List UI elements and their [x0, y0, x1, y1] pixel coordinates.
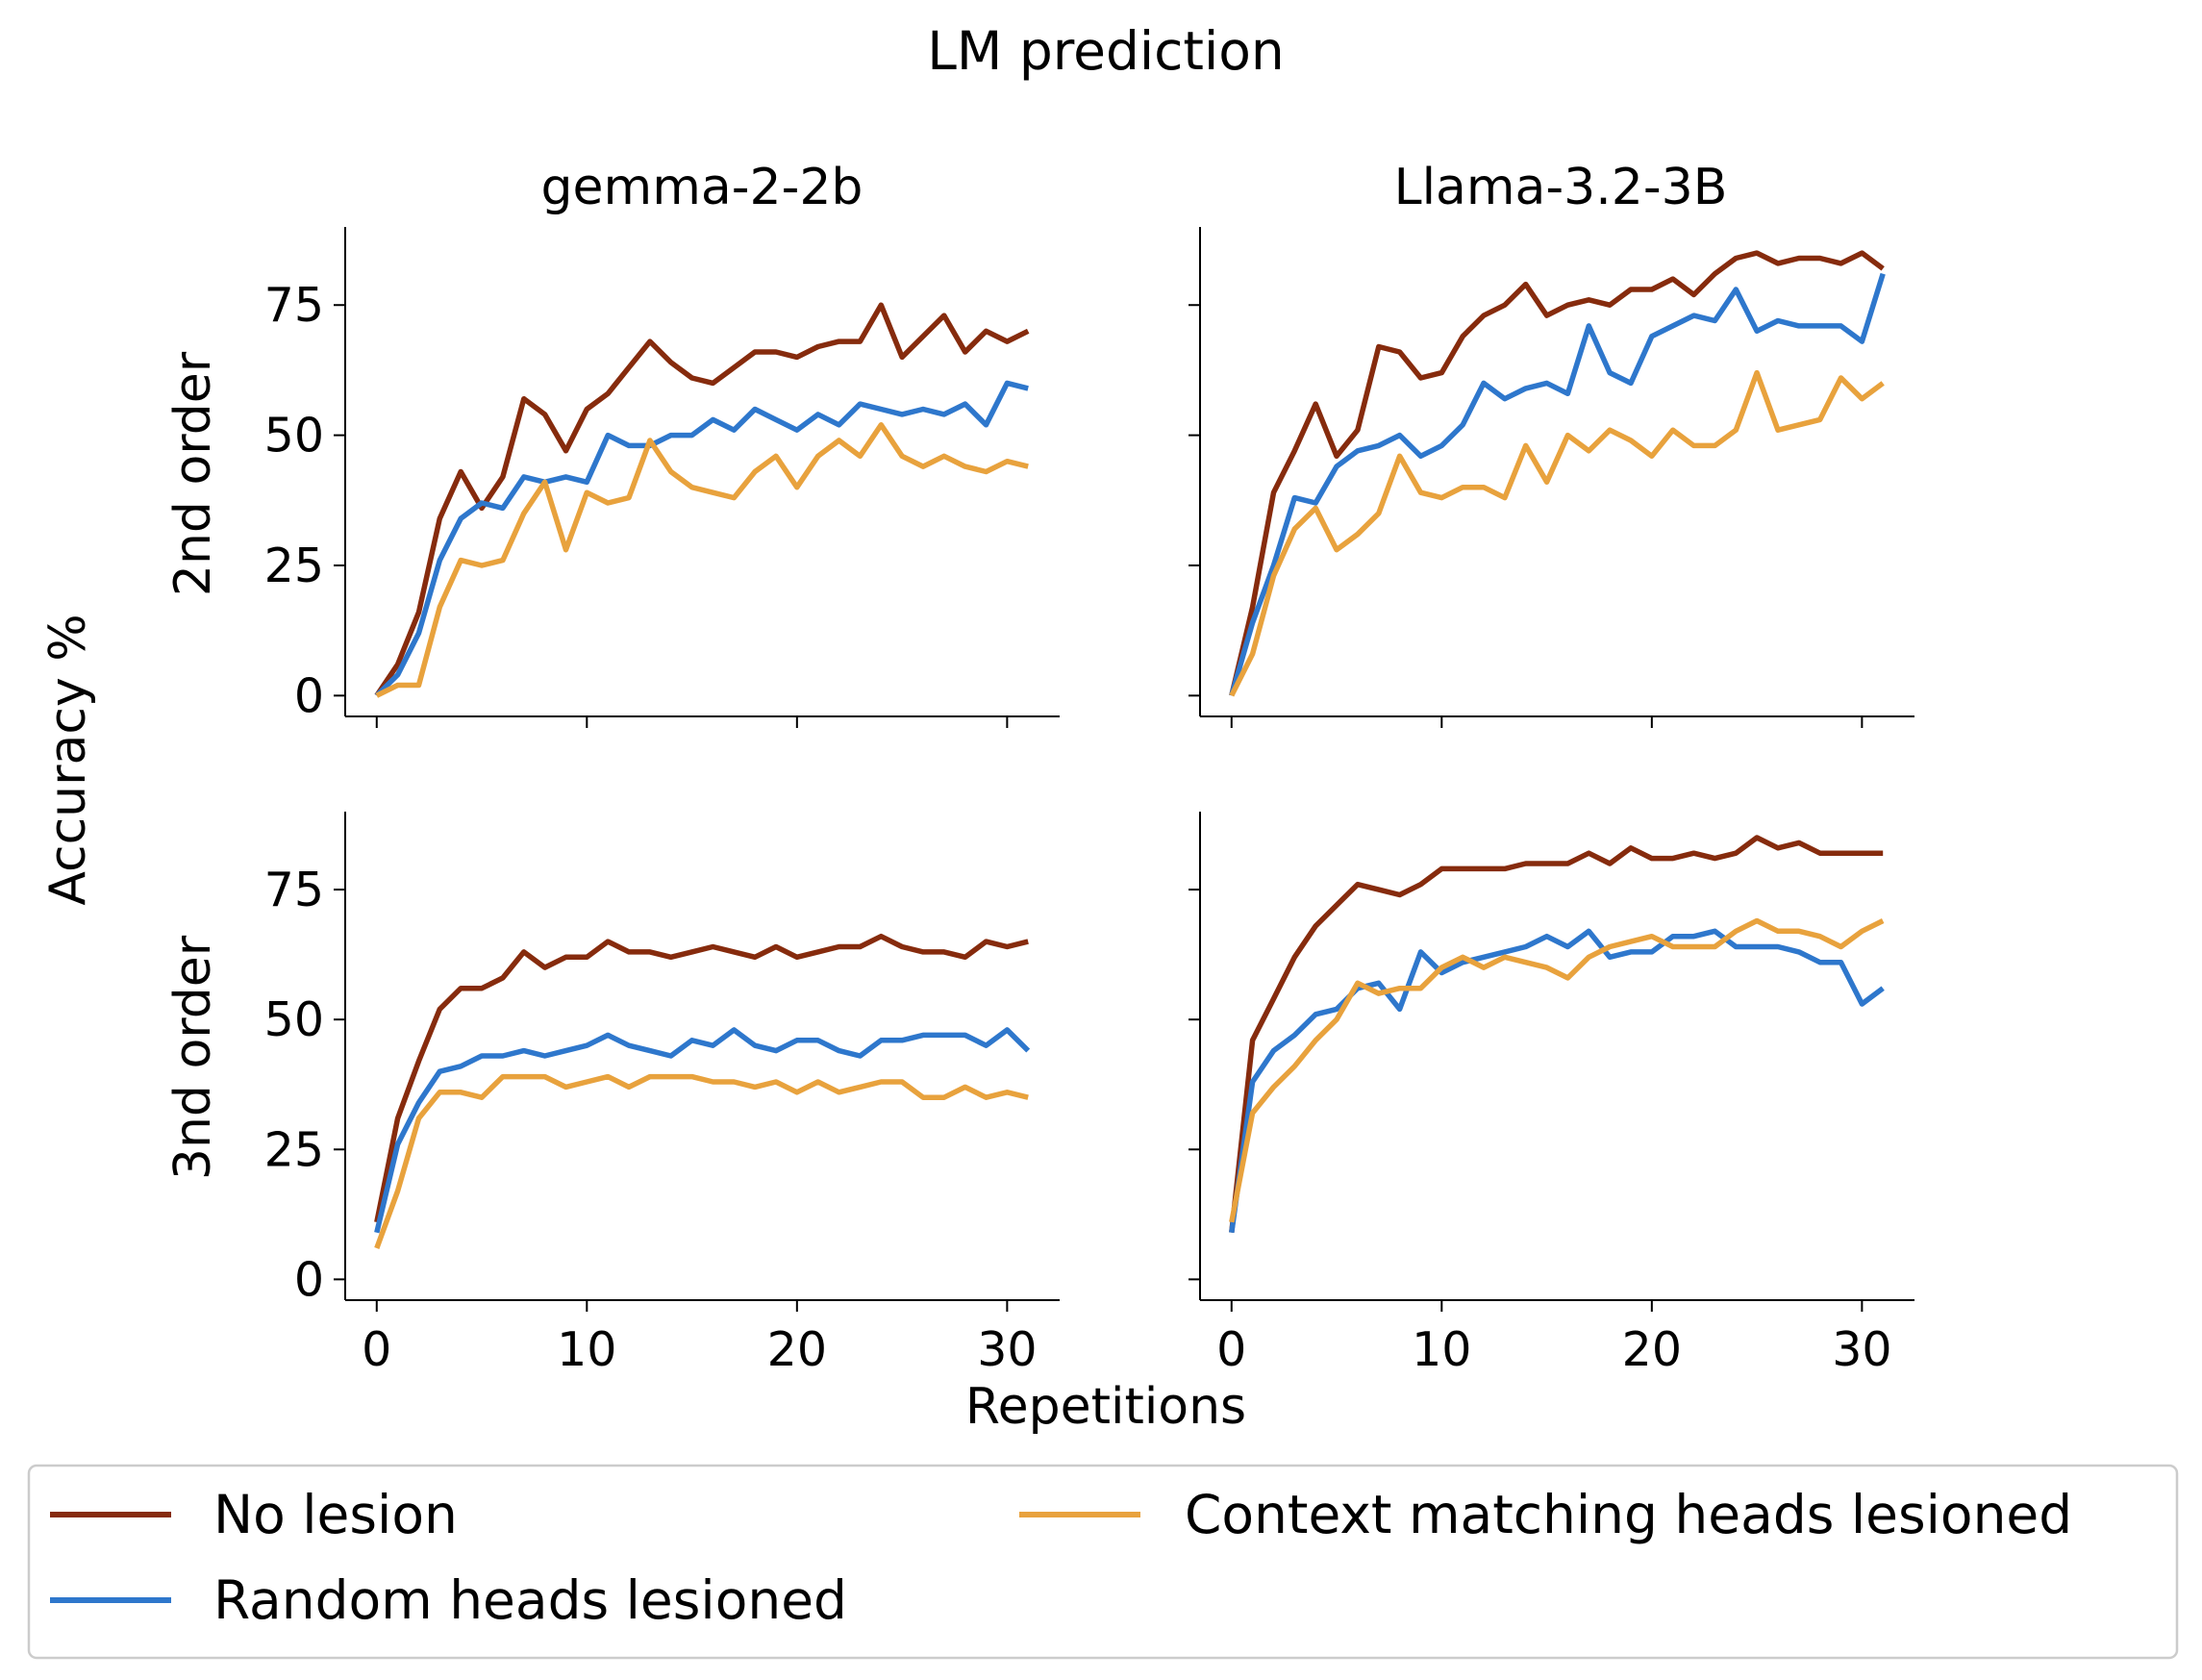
series-line-no-lesion: [1229, 835, 1884, 1233]
x-tick-label: 30: [977, 1322, 1037, 1377]
series-line-no-lesion: [1229, 250, 1885, 696]
panel-llama-3-2-3b-3nd-order: 0 10 20 30: [1189, 812, 1914, 1377]
legend-box: [27, 1464, 2179, 1660]
column-title-gemma: gemma-2-2b: [541, 159, 863, 216]
figure-title: LM prediction: [927, 20, 1285, 82]
legend-label-context: Context matching heads lesioned: [1185, 1484, 2072, 1545]
x-tick-label: 0: [362, 1322, 391, 1377]
series-line-context: [1229, 917, 1885, 1223]
panel-gemma-2-2b-2nd-order: 0 25 50 75: [264, 227, 1060, 728]
legend: No lesion Random heads lesioned Context …: [27, 1464, 2179, 1660]
series-line-random: [374, 1027, 1031, 1234]
x-tick-label: 10: [557, 1322, 616, 1377]
panel-llama-3-2-3b-2nd-order: [1189, 227, 1914, 728]
y-tick-label: 25: [264, 1122, 324, 1177]
y-tick-label: 25: [264, 539, 324, 593]
legend-label-no-lesion: No lesion: [213, 1484, 458, 1545]
x-tick-label: 10: [1412, 1322, 1471, 1377]
row-label-2nd-order: 2nd order: [164, 351, 222, 596]
y-tick-label: 75: [264, 278, 324, 333]
x-tick-label: 20: [1622, 1322, 1682, 1377]
panel-gemma-2-2b-3nd-order: 0 25 50 75 0 10 20 30: [264, 812, 1060, 1377]
series-line-random: [374, 380, 1029, 698]
y-tick-label: 50: [264, 409, 324, 464]
series-line-context: [374, 1073, 1029, 1249]
series-line-context: [375, 422, 1029, 698]
y-axis-label: Accuracy %: [39, 614, 97, 905]
y-tick-label: 0: [294, 1252, 324, 1307]
series-line-context: [1229, 369, 1885, 697]
panels: 0 25 50 75 0 25 50 75 0 10 20 30 0 10 20 30: [264, 227, 1914, 1377]
series-line-random: [1229, 928, 1885, 1234]
x-tick-label: 20: [767, 1322, 827, 1377]
y-tick-label: 75: [264, 863, 324, 917]
x-axis-label: Repetitions: [965, 1378, 1246, 1436]
x-tick-label: 30: [1832, 1322, 1891, 1377]
legend-label-random: Random heads lesioned: [213, 1569, 847, 1631]
y-tick-label: 0: [294, 668, 324, 723]
series-line-no-lesion: [374, 302, 1030, 697]
y-tick-label: 50: [264, 992, 324, 1047]
row-label-3nd-order: 3nd order: [164, 935, 222, 1180]
series-line-random: [1229, 272, 1886, 697]
x-tick-label: 0: [1216, 1322, 1246, 1377]
column-title-llama: Llama-3.2-3B: [1394, 159, 1728, 216]
series-line-no-lesion: [374, 933, 1029, 1223]
